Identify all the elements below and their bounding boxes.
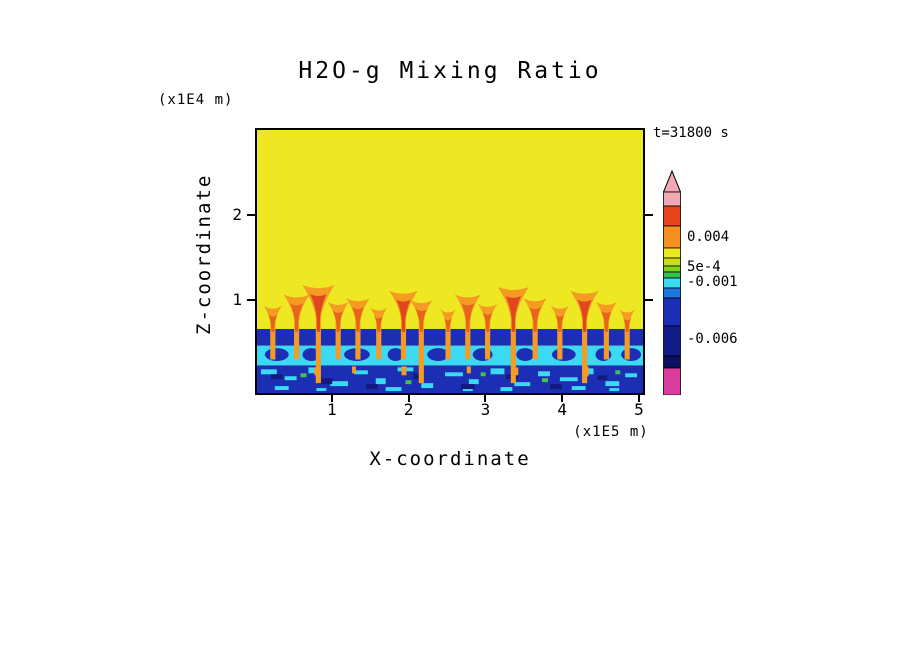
x-axis-title: X-coordinate [369, 448, 531, 470]
x-tick-label: 2 [403, 400, 414, 419]
x-tick-mark [407, 395, 410, 402]
y-tick-mark-right [645, 299, 653, 301]
y-axis-title: Z-coordinate [193, 173, 215, 335]
x-tick-mark [561, 395, 564, 402]
x-tick-label: 4 [557, 400, 567, 419]
x-tick-mark [330, 395, 333, 402]
y-axis-unit-label: (x1E4 m) [158, 92, 234, 108]
y-tick-mark-left [247, 214, 255, 216]
colorbar-tick-label: 0.004 [687, 229, 730, 245]
chart-title: H2O-g Mixing Ratio [298, 58, 602, 84]
plot-frame [255, 128, 645, 395]
x-axis-unit-label: (x1E5 m) [573, 424, 649, 440]
colorbar-scale [663, 170, 681, 395]
colorbar-tick-label: -0.001 [687, 274, 738, 290]
x-tick-mark [638, 395, 640, 402]
y-tick-mark-left [247, 299, 255, 301]
colorbar-tick-label: -0.006 [687, 331, 738, 347]
y-tick-label: 2 [232, 205, 242, 224]
x-tick-mark [484, 395, 487, 402]
colorbar [663, 170, 681, 395]
timestamp-label: t=31800 s [653, 125, 729, 141]
y-tick-label: 1 [232, 290, 242, 309]
y-tick-mark-right [645, 214, 653, 216]
x-tick-label: 1 [326, 400, 337, 419]
x-tick-label: 5 [634, 400, 644, 419]
x-tick-label: 3 [480, 400, 491, 419]
colorbar-tick-label: 5e-4 [687, 259, 721, 275]
heatmap-field [257, 130, 643, 393]
